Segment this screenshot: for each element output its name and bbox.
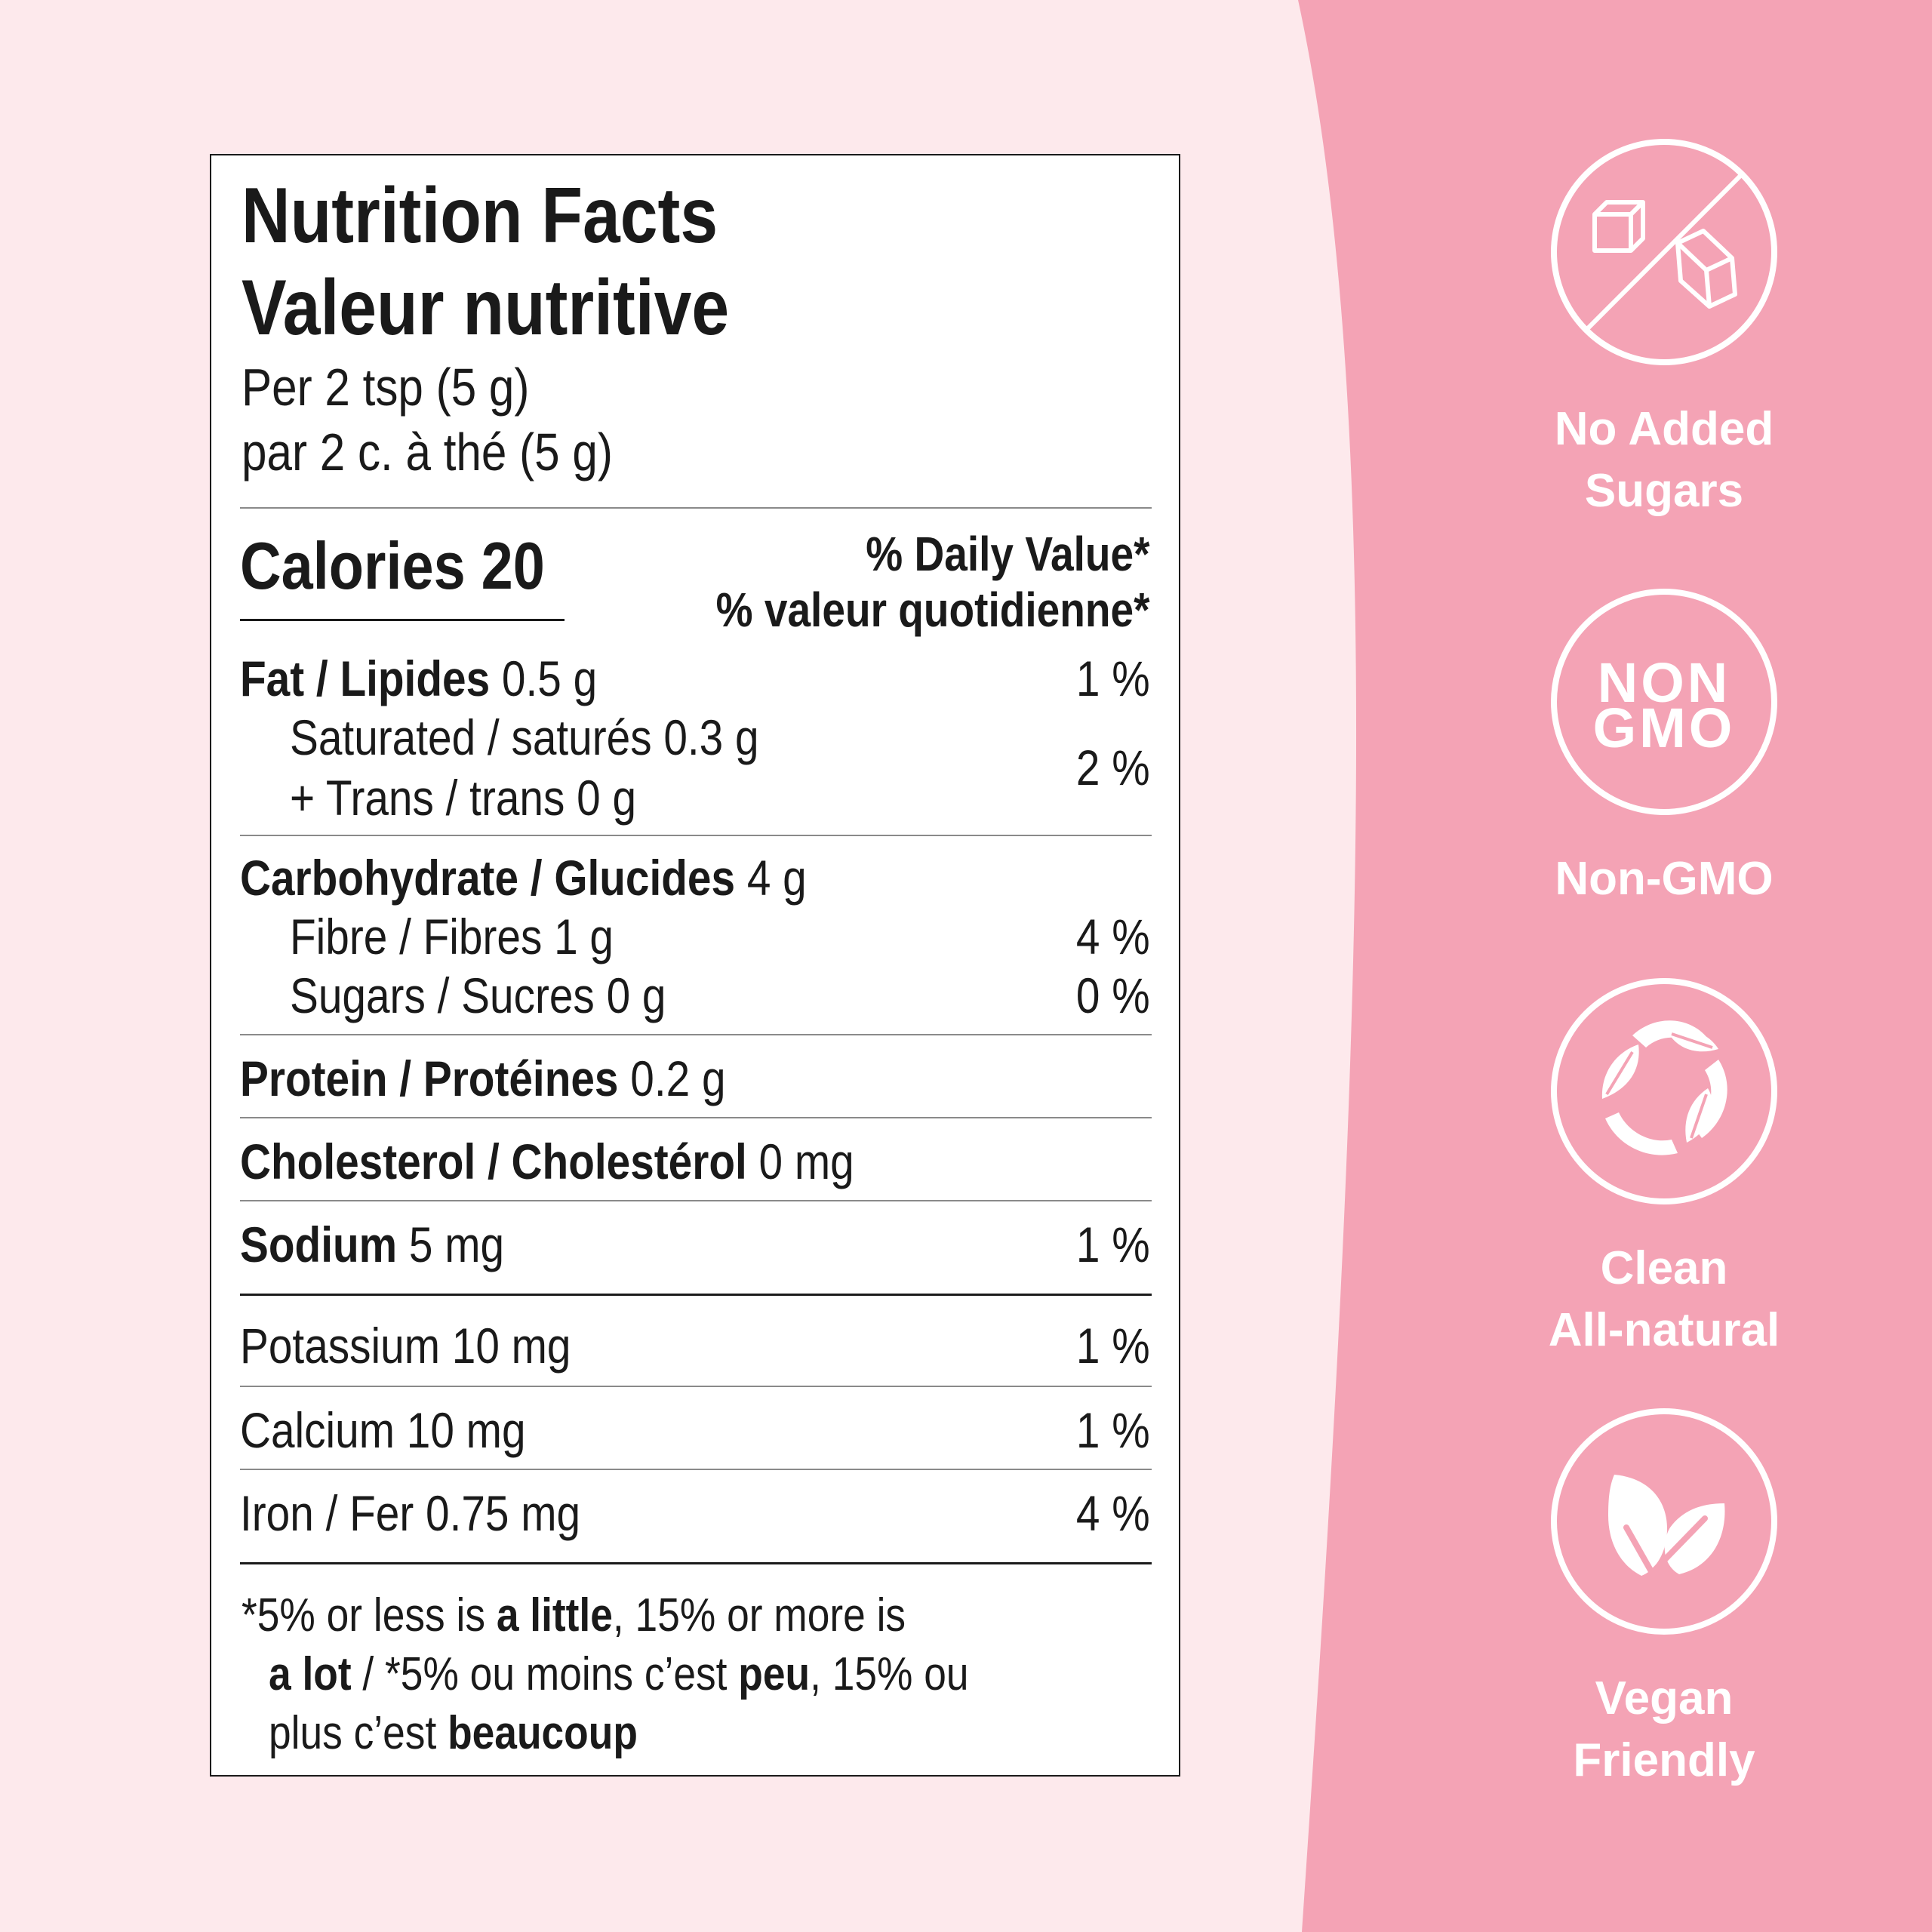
- sodium-row: Sodium 5 mg: [240, 1220, 504, 1269]
- badge-vegan-friendly-label: Vegan Friendly: [1438, 1668, 1890, 1792]
- badge-no-added-sugars-label: No Added Sugars: [1438, 398, 1890, 522]
- non-gmo-icon-text: GMO: [1592, 697, 1736, 759]
- cholesterol-row: Cholesterol / Cholestérol 0 mg: [240, 1137, 854, 1186]
- fibre-row: Fibre / Fibres 1 g: [290, 909, 614, 964]
- potassium-daily-value: 1 %: [1076, 1318, 1150, 1374]
- footnote-text: , 15% or more is: [612, 1589, 906, 1641]
- footnote-text: plus c’est: [269, 1707, 448, 1759]
- fat-label: Fat / Lipides: [240, 651, 491, 706]
- footnote-line-2: a lot / *5% ou moins c’est peu, 15% ou: [269, 1645, 969, 1704]
- non-gmo-icon: NON GMO: [1551, 589, 1777, 815]
- footnote-text: / *5% ou moins c’est: [351, 1648, 739, 1700]
- footnote-line-1: *5% or less is a little, 15% or more is: [242, 1586, 906, 1645]
- iron-row: Iron / Fer 0.75 mg: [240, 1485, 581, 1541]
- divider: [240, 1200, 1152, 1201]
- sugars-row: Sugars / Sucres 0 g: [290, 968, 666, 1023]
- serving-size-en: Per 2 tsp (5 g): [242, 358, 530, 417]
- no-sugar-cubes-icon: [1551, 139, 1777, 365]
- badge-label-line: Vegan: [1595, 1672, 1734, 1724]
- carbohydrate-amount: 4 g: [746, 850, 807, 906]
- badge-non-gmo-label: Non-GMO: [1438, 848, 1890, 910]
- fibre-daily-value: 4 %: [1076, 909, 1150, 964]
- carbohydrate-label: Carbohydrate / Glucides: [240, 850, 736, 906]
- footnote-bold: peu: [738, 1648, 811, 1700]
- footnote-line-3: plus c’est beaucoup: [269, 1704, 638, 1763]
- sodium-amount: 5 mg: [408, 1217, 505, 1272]
- badge-label-line: No Added: [1554, 403, 1774, 455]
- cholesterol-amount: 0 mg: [758, 1134, 854, 1189]
- footnote-text: , 15% ou: [810, 1648, 969, 1700]
- divider: [240, 835, 1152, 836]
- badge-label-line: All-natural: [1548, 1304, 1780, 1356]
- fat-amount: 0.5 g: [501, 651, 598, 706]
- calories-underline: [240, 619, 565, 621]
- protein-amount: 0.2 g: [630, 1051, 726, 1106]
- sugars-daily-value: 0 %: [1076, 968, 1150, 1023]
- serving-size-fr: par 2 c. à thé (5 g): [242, 423, 613, 481]
- divider: [240, 1386, 1152, 1387]
- carbohydrate-row: Carbohydrate / Glucides 4 g: [240, 853, 807, 903]
- badge-label-line: Clean: [1600, 1242, 1728, 1294]
- divider: [240, 507, 1152, 509]
- calories: Calories 20: [240, 528, 545, 603]
- calcium-daily-value: 1 %: [1076, 1402, 1150, 1458]
- footnote-bold: beaucoup: [448, 1707, 638, 1759]
- recycle-leaves-icon: [1551, 978, 1777, 1204]
- leaf-icon: [1551, 1408, 1777, 1635]
- protein-row: Protein / Protéines 0.2 g: [240, 1054, 726, 1103]
- divider: [240, 1469, 1152, 1470]
- badge-label-line: Non-GMO: [1555, 853, 1774, 905]
- nutrition-facts-table: Nutrition Facts Valeur nutritive Per 2 t…: [210, 154, 1180, 1777]
- potassium-row: Potassium 10 mg: [240, 1318, 571, 1374]
- non-gmo-icon-text: NON: [1597, 651, 1731, 714]
- badge-clean-all-natural-label: Clean All-natural: [1438, 1238, 1890, 1361]
- divider: [240, 1117, 1152, 1118]
- fat-daily-value: 1 %: [1076, 651, 1150, 706]
- footnote-bold: a little: [496, 1589, 613, 1641]
- protein-label: Protein / Protéines: [240, 1051, 619, 1106]
- daily-value-header-en: % Daily Value*: [866, 527, 1150, 581]
- badge-label-line: Friendly: [1573, 1734, 1755, 1786]
- divider: [240, 1034, 1152, 1035]
- iron-daily-value: 4 %: [1076, 1485, 1150, 1541]
- saturated-row: Saturated / saturés 0.3 g: [290, 709, 759, 765]
- thick-divider: [240, 1294, 1152, 1296]
- footnote-bold: a lot: [269, 1648, 352, 1700]
- thick-divider: [240, 1562, 1152, 1564]
- fat-row: Fat / Lipides 0.5 g: [240, 654, 597, 703]
- sodium-label: Sodium: [240, 1217, 398, 1272]
- cholesterol-label: Cholesterol / Cholestérol: [240, 1134, 747, 1189]
- title-en: Nutrition Facts: [242, 172, 718, 260]
- daily-value-header-fr: % valeur quotidienne*: [716, 583, 1150, 637]
- footnote-text: *5% or less is: [242, 1589, 497, 1641]
- badge-label-line: Sugars: [1584, 465, 1744, 517]
- sodium-daily-value: 1 %: [1076, 1217, 1150, 1272]
- title-fr: Valeur nutritive: [242, 264, 730, 352]
- calcium-row: Calcium 10 mg: [240, 1402, 526, 1458]
- saturated-trans-daily-value: 2 %: [1076, 740, 1150, 795]
- trans-row: + Trans / trans 0 g: [290, 770, 637, 826]
